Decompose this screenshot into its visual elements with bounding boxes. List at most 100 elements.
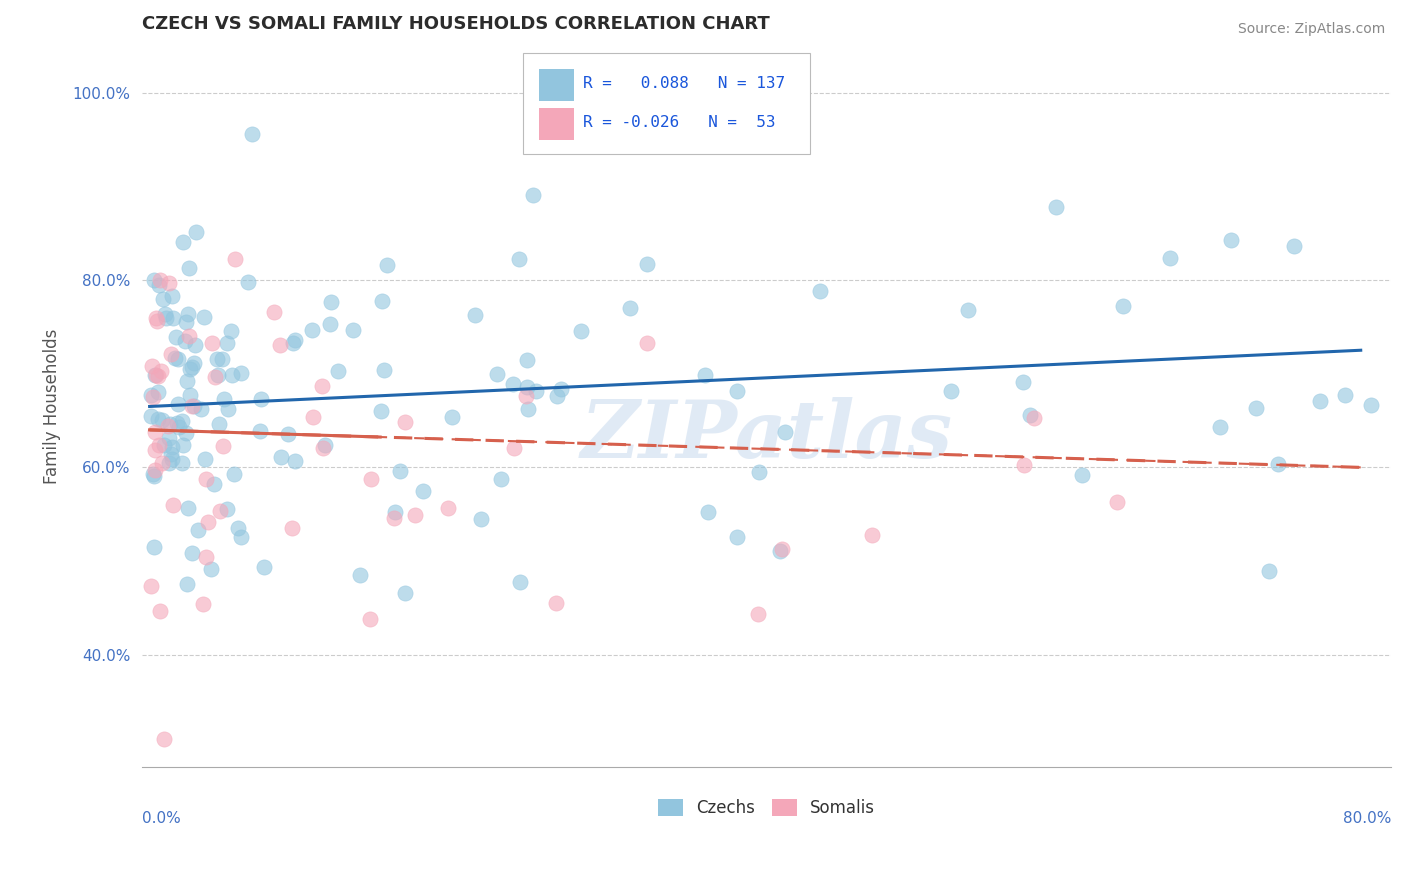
Czechs [253,559,276,574]
Somalis [311,379,333,393]
Czechs [1220,233,1243,247]
Czechs [179,362,201,376]
Czechs [277,426,299,441]
Czechs [157,456,180,470]
Czechs [370,404,392,418]
Somalis [515,389,537,403]
Text: R = -0.026   N =  53: R = -0.026 N = 53 [583,115,776,130]
Czechs [187,523,209,537]
Czechs [166,397,188,411]
FancyBboxPatch shape [523,53,810,154]
Czechs [217,402,239,417]
Czechs [207,368,229,382]
Somalis [302,410,325,425]
Somalis [148,438,170,452]
FancyBboxPatch shape [540,109,574,140]
Czechs [619,301,641,315]
Czechs [204,477,226,491]
Czechs [371,293,394,308]
Czechs [284,333,307,347]
Czechs [326,364,349,378]
Czechs [176,374,198,388]
Czechs [470,512,492,526]
Czechs [160,447,183,461]
Text: ZIPatlas: ZIPatlas [581,397,953,474]
Czechs [162,310,184,325]
Czechs [250,392,273,407]
Czechs [166,352,188,367]
Somalis [209,504,232,518]
Czechs [1012,375,1035,389]
Somalis [437,501,460,516]
Czechs [177,306,200,320]
Czechs [148,278,170,293]
Czechs [1019,408,1042,422]
Somalis [503,441,526,455]
Czechs [375,258,398,272]
Somalis [149,364,172,378]
Czechs [222,467,245,481]
Czechs [509,574,531,589]
Somalis [149,604,172,618]
Somalis [142,390,165,404]
Somalis [312,441,335,455]
Somalis [157,419,180,434]
Czechs [693,368,716,382]
Czechs [441,409,464,424]
Text: CZECH VS SOMALI FAMILY HOUSEHOLDS CORRELATION CHART: CZECH VS SOMALI FAMILY HOUSEHOLDS CORREL… [142,15,770,33]
Czechs [550,382,572,396]
Czechs [148,385,170,400]
Czechs [569,324,592,338]
Czechs [769,544,792,558]
Czechs [773,425,796,440]
Czechs [522,188,544,202]
Somalis [269,338,291,352]
Czechs [193,310,215,324]
Czechs [240,127,263,141]
Somalis [204,370,226,384]
Somalis [177,328,200,343]
Somalis [1107,494,1129,508]
Somalis [152,732,174,747]
Czechs [190,401,212,416]
Czechs [517,402,540,417]
Czechs [249,424,271,438]
Somalis [212,439,235,453]
Czechs [208,417,231,431]
Czechs [183,337,205,351]
Czechs [221,368,243,382]
Czechs [485,367,508,381]
Somalis [544,597,567,611]
Somalis [263,305,285,319]
Czechs [226,521,249,535]
Somalis [636,335,658,350]
Czechs [160,440,183,454]
Somalis [181,399,204,413]
Czechs [508,252,530,266]
Czechs [179,388,201,402]
Czechs [159,417,181,431]
Czechs [153,438,176,452]
Czechs [1360,398,1382,412]
Somalis [143,425,166,439]
Czechs [170,456,193,470]
Czechs [166,416,188,430]
Czechs [725,384,748,398]
Czechs [183,356,205,370]
Czechs [150,413,173,427]
Czechs [194,452,217,467]
Text: 0.0%: 0.0% [142,811,181,826]
Czechs [941,384,963,398]
Somalis [1022,411,1045,425]
Czechs [725,530,748,544]
Czechs [412,484,434,499]
Legend: Czechs, Somalis: Czechs, Somalis [651,792,882,824]
Somalis [382,511,405,525]
Czechs [155,307,177,321]
Czechs [176,576,198,591]
Czechs [388,463,411,477]
Somalis [194,549,217,564]
Somalis [394,415,416,429]
Czechs [145,368,167,383]
Czechs [142,467,165,482]
